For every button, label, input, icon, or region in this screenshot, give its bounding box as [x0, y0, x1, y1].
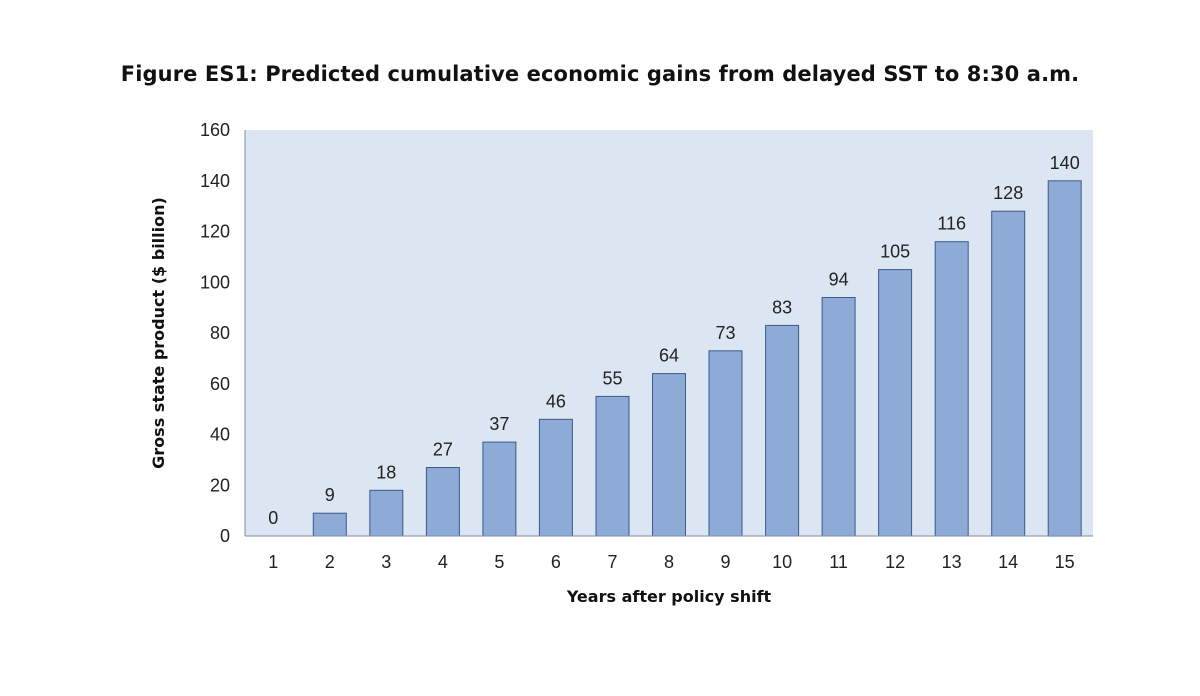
data-label-4: 27 — [433, 440, 453, 460]
y-axis-title: Gross state product ($ billion) — [149, 197, 168, 469]
x-tick-label-13: 13 — [942, 552, 962, 572]
data-label-5: 37 — [489, 414, 509, 434]
y-tick-label-60: 60 — [210, 374, 230, 394]
bar-5 — [482, 441, 517, 537]
y-tick-label-0: 0 — [220, 526, 230, 546]
x-tick-label-9: 9 — [720, 552, 730, 572]
data-label-15: 140 — [1050, 153, 1080, 173]
x-tick-label-5: 5 — [494, 552, 504, 572]
data-label-9: 73 — [715, 323, 735, 343]
data-label-10: 83 — [772, 297, 792, 317]
y-tick-label-20: 20 — [210, 475, 230, 495]
x-tick-label-11: 11 — [829, 552, 848, 572]
x-tick-label-1: 1 — [268, 552, 278, 572]
x-tick-label-2: 2 — [325, 552, 335, 572]
bar-7 — [595, 395, 630, 537]
data-label-8: 64 — [659, 346, 679, 366]
x-tick-label-14: 14 — [998, 552, 1018, 572]
bar-15 — [1047, 180, 1082, 537]
y-tick-label-100: 100 — [200, 272, 230, 292]
bar-12 — [878, 269, 913, 537]
chart-title: Figure ES1: Predicted cumulative economi… — [120, 62, 1080, 86]
bar-13 — [934, 241, 969, 537]
data-label-3: 18 — [376, 462, 396, 482]
y-tick-label-40: 40 — [210, 425, 230, 445]
data-label-6: 46 — [546, 391, 566, 411]
y-tick-label-140: 140 — [200, 171, 230, 191]
data-labels-group: 0 9 18 27 37 46 55 64 73 83 94 105 116 128 140 — [268, 153, 1079, 528]
bar-3 — [369, 489, 404, 537]
y-tick-label-80: 80 — [210, 323, 230, 343]
x-tick-label-15: 15 — [1055, 552, 1075, 572]
data-label-12: 105 — [880, 242, 910, 262]
x-tick-label-10: 10 — [772, 552, 792, 572]
bar-8 — [652, 373, 686, 537]
data-label-11: 94 — [829, 270, 849, 290]
x-axis-ticks: 1 2 3 4 5 6 7 8 9 10 11 12 13 14 15 — [268, 552, 1074, 572]
bar-2 — [312, 512, 347, 537]
x-tick-label-12: 12 — [885, 552, 905, 572]
bars-group — [312, 180, 1082, 537]
x-axis-title: Years after policy shift — [566, 587, 772, 606]
y-tick-label-160: 160 — [200, 120, 230, 140]
y-tick-label-120: 120 — [200, 222, 230, 242]
x-tick-label-3: 3 — [381, 552, 391, 572]
data-label-1: 0 — [268, 508, 278, 528]
bar-9 — [708, 350, 743, 537]
bar-11 — [821, 297, 856, 537]
bar-14 — [991, 210, 1026, 537]
bar-4 — [425, 467, 460, 537]
x-tick-label-6: 6 — [551, 552, 561, 572]
bar-10 — [765, 324, 800, 537]
data-label-14: 128 — [993, 183, 1023, 203]
x-tick-label-8: 8 — [664, 552, 674, 572]
y-axis-ticks: 0 20 40 60 80 100 120 140 160 — [200, 120, 230, 546]
x-tick-label-7: 7 — [607, 552, 617, 572]
x-tick-label-4: 4 — [438, 552, 448, 572]
data-label-7: 55 — [602, 368, 622, 388]
data-label-13: 116 — [937, 214, 966, 234]
bar-6 — [538, 418, 573, 537]
data-label-2: 9 — [325, 485, 335, 505]
